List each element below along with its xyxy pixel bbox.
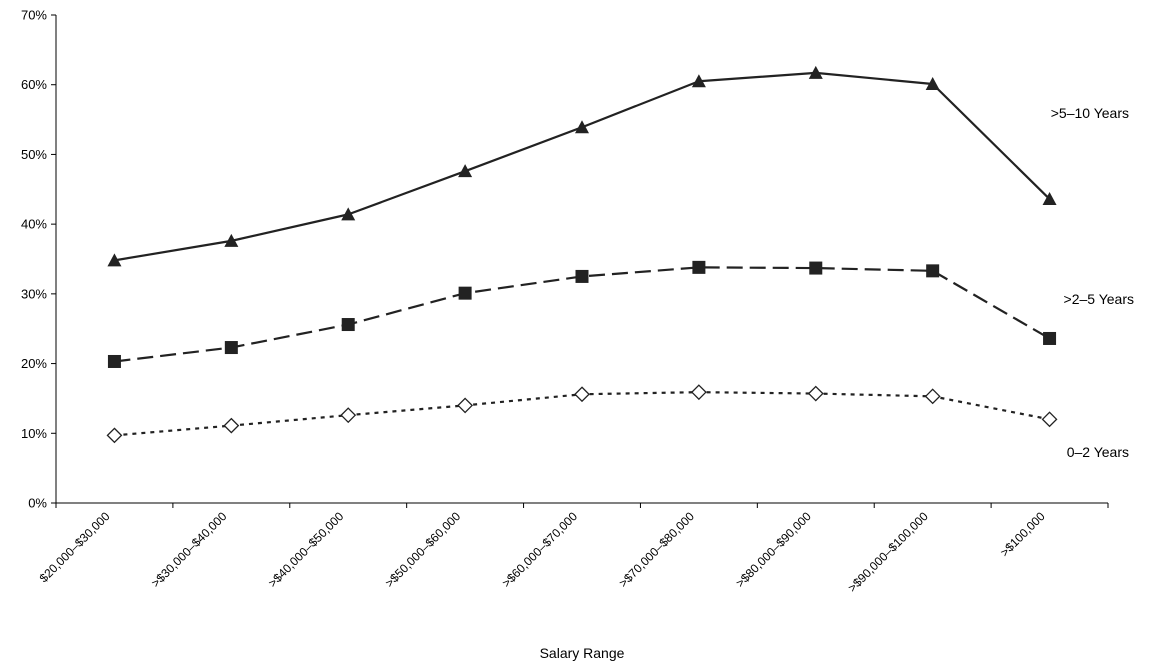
data-point-diamond <box>1041 411 1058 428</box>
data-point-triangle <box>808 65 823 79</box>
data-point-triangle <box>107 253 122 267</box>
x-tick-label: >$40,000–$50,000 <box>265 509 346 590</box>
data-point-diamond <box>340 407 357 424</box>
data-point-square <box>575 269 589 283</box>
y-tick-label: 70% <box>21 8 47 23</box>
axes <box>55 15 1108 504</box>
series-labels: >5–10 Years >2–5 Years 0–2 Years <box>1051 105 1134 460</box>
y-tick-label: 20% <box>21 356 47 371</box>
data-point-diamond <box>690 384 707 401</box>
data-point-triangle <box>1042 192 1057 206</box>
y-tick-label: 40% <box>21 217 47 232</box>
data-point-square <box>224 341 238 355</box>
x-tick-label: >$30,000–$40,000 <box>149 509 230 590</box>
x-tick-label: >$90,000–$100,000 <box>845 509 931 595</box>
data-point-diamond <box>223 417 240 434</box>
series-label: >5–10 Years <box>1051 105 1129 121</box>
y-tick-label: 60% <box>21 77 47 92</box>
y-axis-ticks: 0% 10% 20% 30% 40% 50% 60% 70% <box>21 8 56 511</box>
data-point-triangle <box>458 164 473 178</box>
data-point-triangle <box>925 77 940 91</box>
data-point-triangle <box>224 233 239 247</box>
data-point-square <box>692 260 706 274</box>
series-line <box>114 71 1051 262</box>
data-point-diamond <box>924 388 941 405</box>
series-label: >2–5 Years <box>1064 291 1134 307</box>
y-tick-label: 0% <box>28 496 47 511</box>
x-tick-label: $20,000–$30,000 <box>37 509 113 585</box>
data-point-square <box>458 286 472 300</box>
data-point-diamond <box>807 385 824 402</box>
x-tick-label: >$60,000–$70,000 <box>499 509 580 590</box>
data-point-triangle <box>341 207 356 221</box>
y-tick-label: 30% <box>21 286 47 301</box>
data-point-diamond <box>574 386 590 403</box>
data-point-square <box>107 354 121 368</box>
y-tick-label: 10% <box>21 426 47 441</box>
x-tick-label: >$50,000–$60,000 <box>382 509 463 590</box>
data-point-diamond <box>106 427 123 444</box>
data-point-triangle <box>691 74 706 88</box>
data-point-square <box>809 261 823 275</box>
x-tick-label: >$80,000–$90,000 <box>733 509 814 590</box>
data-point-square <box>926 264 940 278</box>
data-point-square <box>1043 331 1057 345</box>
x-axis-title: Salary Range <box>540 645 625 661</box>
series-layer <box>106 65 1058 444</box>
x-tick-label: >$100,000 <box>997 509 1047 559</box>
series-label: 0–2 Years <box>1067 444 1129 460</box>
x-tick-label: >$70,000–$80,000 <box>616 509 697 590</box>
data-point-diamond <box>457 397 474 414</box>
data-point-square <box>341 318 355 332</box>
data-point-triangle <box>575 120 589 134</box>
y-tick-label: 50% <box>21 147 47 162</box>
x-axis-ticks: $20,000–$30,000 >$30,000–$40,000 >$40,000–… <box>37 503 1109 595</box>
